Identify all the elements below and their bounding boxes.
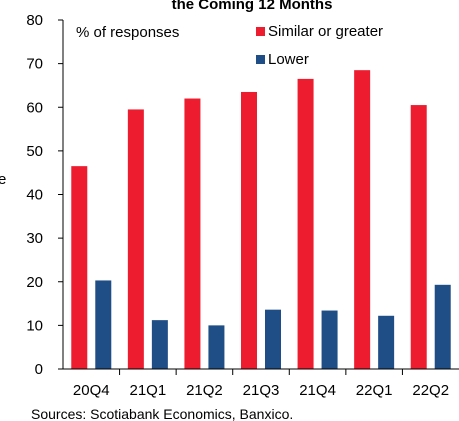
bar-similar-or-greater <box>127 109 144 370</box>
x-tick-label: 22Q2 <box>412 382 449 399</box>
bar-similar-or-greater <box>410 105 427 369</box>
y-tick-label: 60 <box>26 99 43 116</box>
bar-lower <box>151 320 168 369</box>
bar-similar-or-greater <box>71 166 88 369</box>
bar-lower <box>378 315 395 369</box>
bar-similar-or-greater <box>297 78 314 370</box>
bar-similar-or-greater <box>241 91 257 369</box>
y-tick-label: 20 <box>26 274 43 291</box>
x-tick-label: 21Q4 <box>299 382 336 399</box>
legend-swatch <box>256 27 265 36</box>
x-tick-label: 22Q1 <box>356 382 393 399</box>
y-tick-label: 40 <box>26 187 43 204</box>
bar-lower <box>95 280 112 369</box>
y-tick-label: 10 <box>26 317 43 334</box>
x-tick-label: 21Q3 <box>243 382 280 399</box>
y-tick-label: 0 <box>35 361 43 378</box>
plot-area <box>71 70 451 370</box>
y-tick-label: 30 <box>26 230 43 247</box>
y-tick-label: 80 <box>26 12 43 29</box>
y-tick-label: 50 <box>26 143 43 160</box>
chart-annotation: % of responses <box>76 24 179 41</box>
y-tick-label: 70 <box>26 56 43 73</box>
legend-label: Similar or greater <box>268 23 383 40</box>
bar-lower <box>434 284 451 369</box>
bar-lower <box>321 310 338 369</box>
bar-similar-or-greater <box>354 70 371 369</box>
y-axis-label-fragment: e <box>0 171 6 188</box>
bar-similar-or-greater <box>184 98 201 370</box>
legend-label: Lower <box>268 51 309 68</box>
bar-lower <box>265 309 281 369</box>
x-tick-label: 21Q1 <box>130 382 167 399</box>
y-axis: 0 10 20 30 40 50 60 70 80 <box>26 12 64 378</box>
bar-lower <box>208 325 225 369</box>
x-tick-label: 20Q4 <box>73 382 110 399</box>
x-axis: 20Q4 21Q1 21Q2 21Q3 21Q4 22Q1 22Q2 <box>63 368 459 399</box>
legend-swatch <box>256 55 265 64</box>
chart-title: the Coming 12 Months <box>172 0 333 13</box>
source-note: Sources: Scotiabank Economics, Banxico. <box>31 406 293 421</box>
legend: Similar or greater Lower <box>256 23 383 68</box>
chart-title-group: the Coming 12 Months <box>172 0 333 13</box>
x-tick-label: 21Q2 <box>186 382 223 399</box>
